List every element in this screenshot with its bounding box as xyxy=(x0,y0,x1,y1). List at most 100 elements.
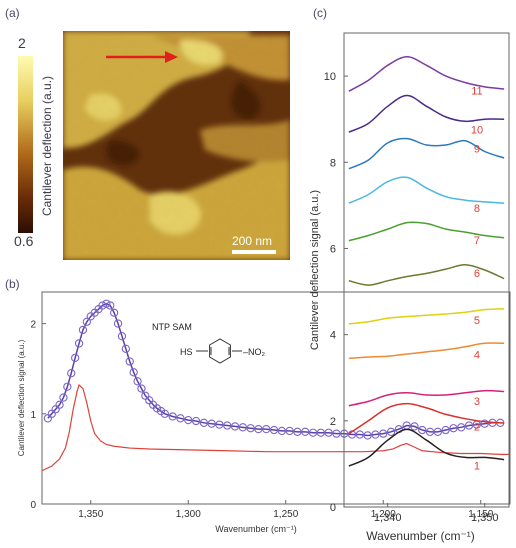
data-point xyxy=(176,414,185,423)
data-point xyxy=(371,430,380,439)
y-tick-label: 10 xyxy=(324,71,336,83)
colorbar-max-label: 2 xyxy=(18,35,26,51)
y-tick-label: 1 xyxy=(30,410,36,421)
data-point xyxy=(113,319,123,328)
series-2-line xyxy=(348,402,505,435)
benzene-ring-icon xyxy=(209,338,231,364)
data-point xyxy=(223,421,232,430)
y-tick-label: 6 xyxy=(330,243,336,255)
panel-b-frame xyxy=(41,291,511,505)
series-label-3: 3 xyxy=(474,396,480,408)
data-point xyxy=(464,421,474,430)
molecule-right-group: –NO₂ xyxy=(243,347,266,357)
series-label-9: 9 xyxy=(474,144,480,156)
y-tick-label: 0 xyxy=(330,502,336,514)
series-purple-line xyxy=(47,302,501,437)
data-point xyxy=(55,400,64,409)
data-point xyxy=(386,427,396,436)
molecule-left-group: HS xyxy=(180,347,193,357)
x-tick-label: 1,150 xyxy=(468,509,493,520)
data-point xyxy=(117,332,127,341)
x-tick-label: 1,250 xyxy=(273,509,298,520)
series-label-6: 6 xyxy=(474,268,480,280)
panel-b-chart: 0 1 2 1,350 1,300 1,250 1,200 1,150 Wavenumber (… xyxy=(17,291,511,534)
series-7-line xyxy=(348,221,505,242)
data-point xyxy=(418,425,427,435)
data-point xyxy=(110,308,119,317)
x-axis-label: Wavenumber (cm⁻¹) xyxy=(366,529,475,543)
data-point xyxy=(71,353,80,363)
series-red-line xyxy=(41,383,510,472)
data-point xyxy=(125,357,134,366)
data-point xyxy=(441,425,450,435)
data-point xyxy=(433,427,442,436)
data-point xyxy=(78,325,88,335)
data-point xyxy=(277,426,286,436)
data-point xyxy=(121,344,130,353)
data-point xyxy=(457,423,466,432)
series-3-line xyxy=(348,389,505,407)
colorbar-title: Cantilever deflection (a.u.) xyxy=(40,76,54,216)
x-tick-label: 1,350 xyxy=(471,512,499,524)
series-5-line xyxy=(348,308,505,325)
data-point xyxy=(449,424,458,433)
colorbar-min-label: 0.6 xyxy=(14,233,34,249)
data-point xyxy=(301,427,310,436)
x-tick-label: 1,300 xyxy=(176,509,201,520)
series-9-line xyxy=(348,137,505,170)
data-point xyxy=(106,301,115,310)
panel-c-chart: 0 2 4 6 8 10 1,340 1,350 Wavenumber (cm⁻¹) Cantil… xyxy=(309,32,510,543)
data-point xyxy=(98,301,107,310)
data-point xyxy=(293,427,302,436)
data-point xyxy=(102,299,111,308)
series-label-4: 4 xyxy=(474,350,480,362)
panel-c-frame xyxy=(343,32,510,508)
data-point xyxy=(238,423,247,432)
data-point xyxy=(207,419,216,428)
data-point xyxy=(308,428,318,437)
data-point xyxy=(269,425,279,435)
series-11-line xyxy=(348,55,505,92)
data-point xyxy=(379,429,388,438)
data-point xyxy=(160,409,169,418)
data-point xyxy=(332,429,341,438)
data-point xyxy=(262,424,271,434)
series-label-10: 10 xyxy=(471,124,483,136)
series-label-1: 1 xyxy=(474,460,480,472)
data-point xyxy=(246,424,255,433)
data-point xyxy=(285,426,294,436)
y-tick-label: 0 xyxy=(30,500,36,511)
data-point xyxy=(324,428,333,437)
series-10-line xyxy=(348,94,505,133)
series-1-line xyxy=(348,428,505,467)
x-axis-label: Wavenumber (cm⁻¹) xyxy=(215,524,296,534)
panel-label-a: (a) xyxy=(5,6,20,20)
data-point xyxy=(168,412,177,421)
data-point xyxy=(133,377,142,386)
afm-image xyxy=(63,31,290,260)
data-point xyxy=(59,393,68,402)
data-point xyxy=(254,424,263,434)
y-tick-label: 8 xyxy=(330,157,336,169)
data-point xyxy=(129,368,138,377)
data-point xyxy=(199,418,208,427)
data-point xyxy=(63,382,72,391)
series-label-5: 5 xyxy=(474,315,480,327)
data-point xyxy=(215,420,224,429)
panel-label-c: (c) xyxy=(313,6,327,20)
panel-label-b: (b) xyxy=(5,277,20,291)
x-tick-label: 1,340 xyxy=(374,512,402,524)
data-point xyxy=(137,384,146,393)
x-tick-label: 1,350 xyxy=(78,509,103,520)
series-8-line xyxy=(348,176,505,204)
y-axis-label: Cantilever deflection signal (a.u.) xyxy=(309,190,321,350)
data-point xyxy=(67,369,76,378)
y-axis-label: Cantilever deflection signal (a.u.) xyxy=(17,339,26,456)
data-point xyxy=(74,339,84,348)
scan-arrow-head-icon xyxy=(165,51,178,63)
data-point xyxy=(363,431,372,440)
colorbar xyxy=(18,56,33,233)
annotation-ntp-sam: NTP SAM xyxy=(152,322,192,332)
data-point xyxy=(355,430,364,439)
